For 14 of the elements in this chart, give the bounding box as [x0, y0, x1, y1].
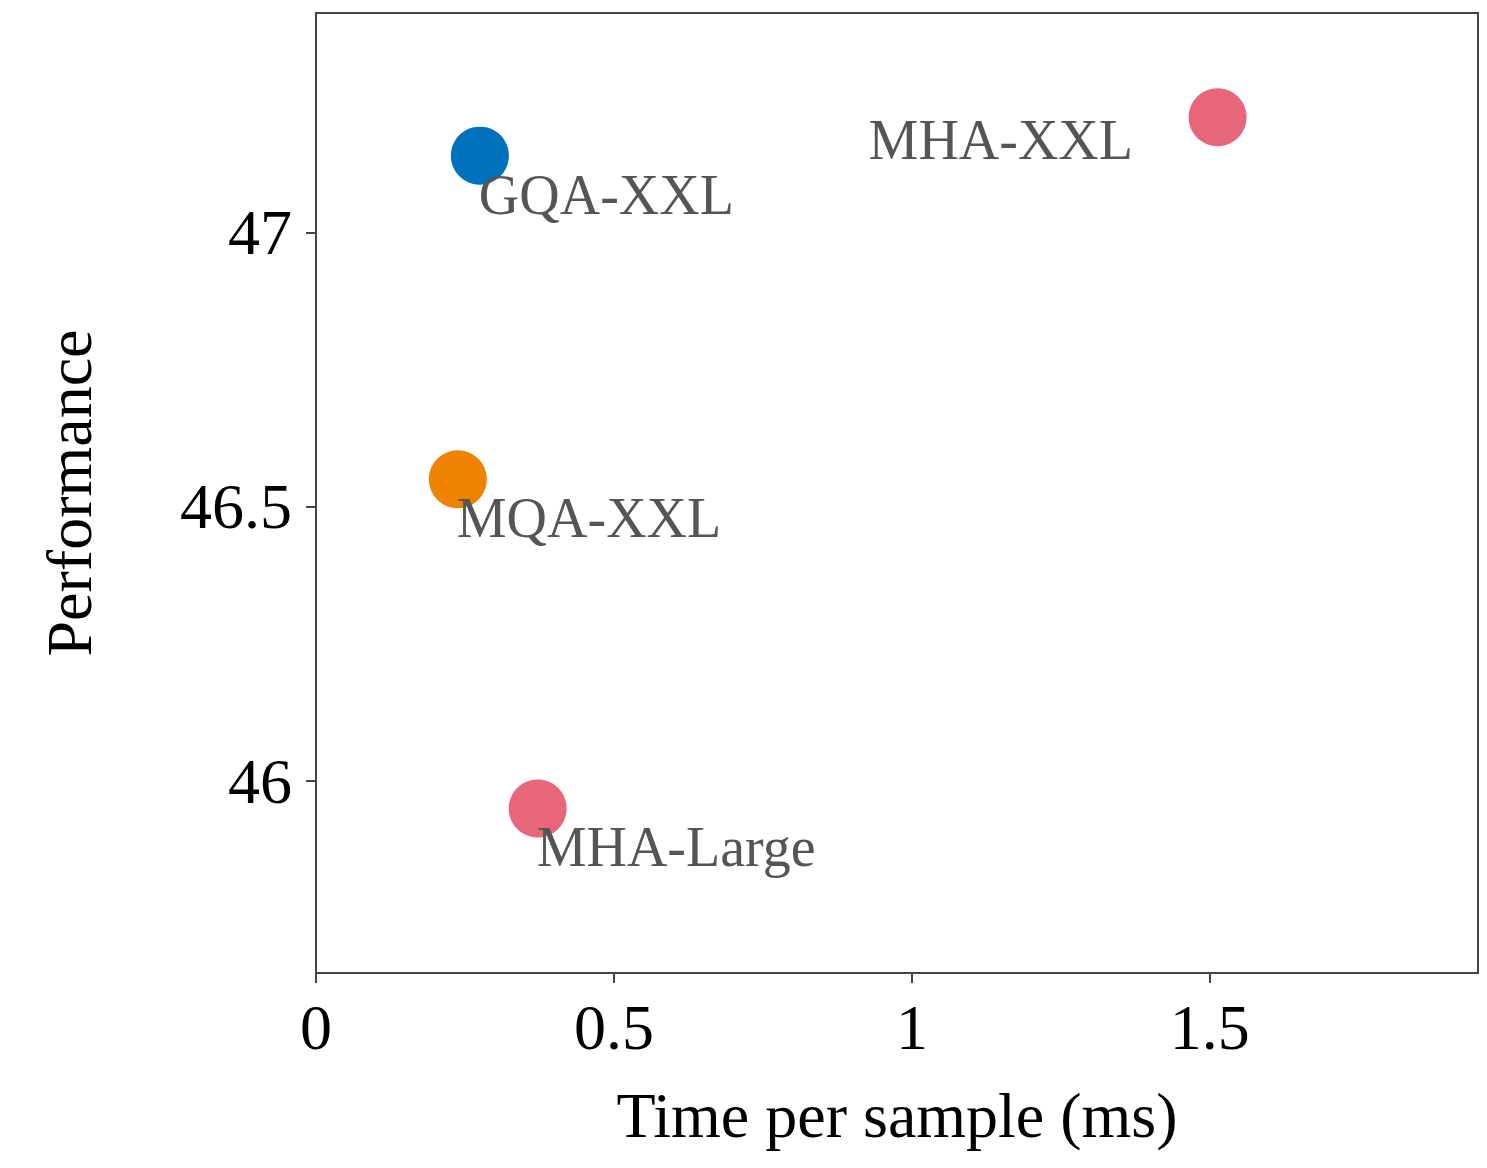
series-label: MQA-XXL	[456, 487, 722, 550]
point	[1188, 88, 1247, 147]
y-tick-label: 47	[228, 196, 292, 268]
series-label: GQA-XXL	[478, 163, 734, 226]
x-tick-label: 1	[895, 991, 928, 1063]
y-axis-title: Performance	[33, 329, 105, 657]
series-label: MHA-XXL	[868, 109, 1134, 172]
x-tick-label: 0.5	[573, 991, 654, 1063]
y-tick-label: 46.5	[180, 471, 292, 543]
x-axis-title: Time per sample (ms)	[616, 1079, 1178, 1151]
x-tick-label: 1.5	[1169, 991, 1250, 1063]
x-tick-label: 0	[300, 991, 332, 1063]
y-tick-label: 46	[228, 745, 292, 817]
series-label: MHA-Large	[536, 816, 816, 879]
